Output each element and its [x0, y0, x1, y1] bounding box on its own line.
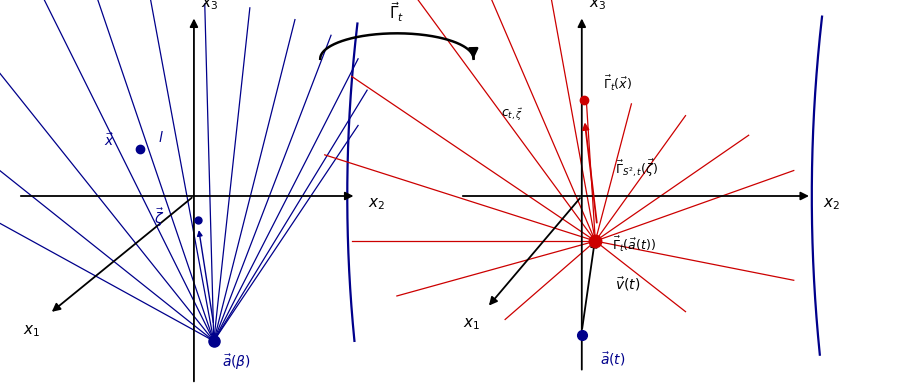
- Text: $\vec{\Gamma}_{S^2,t}(\vec{\zeta})$: $\vec{\Gamma}_{S^2,t}(\vec{\zeta})$: [615, 158, 658, 179]
- Text: $x_1$: $x_1$: [23, 323, 40, 339]
- Text: $\vec{\Gamma}_t$: $\vec{\Gamma}_t$: [390, 0, 404, 24]
- Text: $\vec{\Gamma}_t(\vec{a}(t))$: $\vec{\Gamma}_t(\vec{a}(t))$: [612, 234, 656, 254]
- Text: $x_1$: $x_1$: [464, 317, 480, 332]
- Text: $\vec{v}(t)$: $\vec{v}(t)$: [615, 276, 640, 293]
- Text: $x_3$: $x_3$: [589, 0, 606, 12]
- Text: $l$: $l$: [158, 131, 163, 145]
- Text: $\vec{a}(\beta)$: $\vec{a}(\beta)$: [222, 352, 251, 372]
- Text: $\vec{\zeta}$: $\vec{\zeta}$: [154, 206, 164, 229]
- Text: $x_2$: $x_2$: [368, 196, 385, 212]
- Text: $x_3$: $x_3$: [201, 0, 218, 12]
- Text: $c_{t,\vec{\zeta}}$: $c_{t,\vec{\zeta}}$: [502, 107, 523, 123]
- Text: $x_2$: $x_2$: [823, 196, 840, 212]
- Text: $\vec{a}(t)$: $\vec{a}(t)$: [600, 351, 625, 368]
- Text: $\vec{x}$: $\vec{x}$: [104, 133, 115, 149]
- Text: $\vec{\Gamma}_t(\vec{x})$: $\vec{\Gamma}_t(\vec{x})$: [603, 74, 631, 93]
